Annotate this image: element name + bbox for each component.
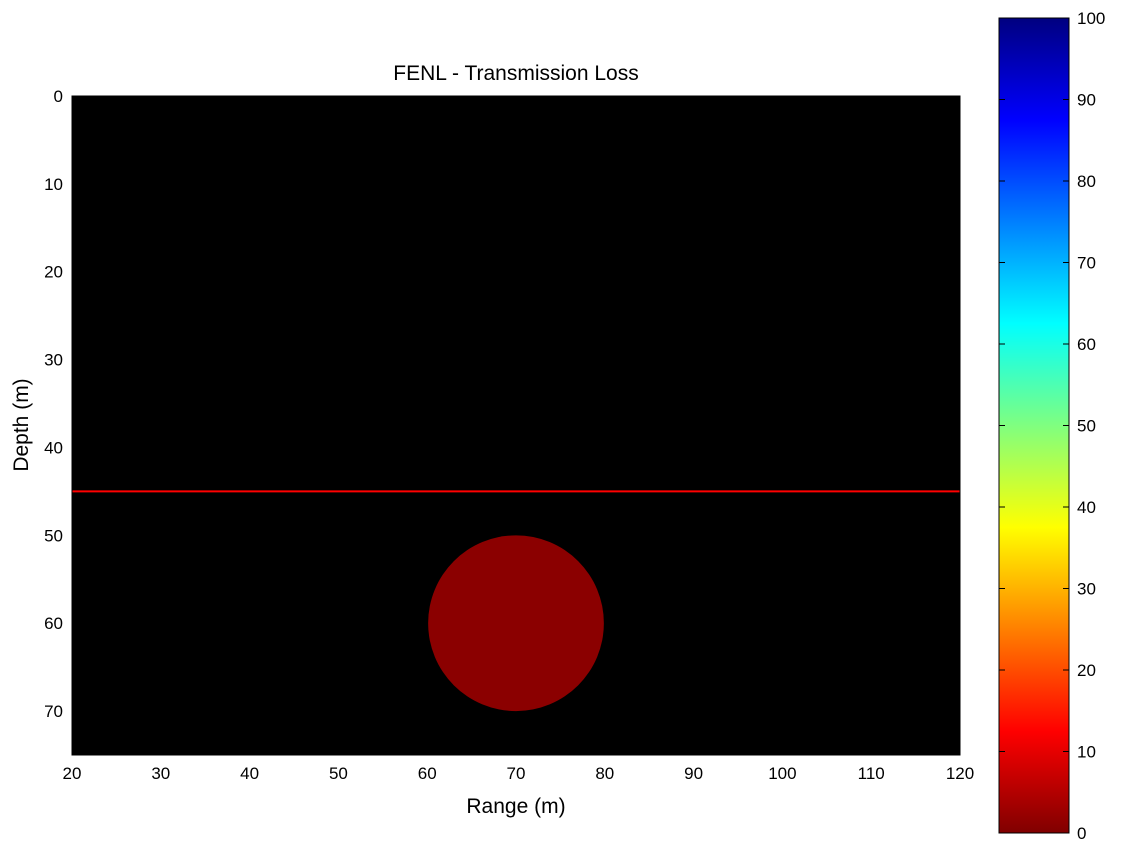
colorbar-ticks: 0 10 20 30 40 50 60 70 80 90 100 bbox=[999, 9, 1105, 843]
colorbar-tick-label: 0 bbox=[1077, 824, 1086, 843]
y-axis-ticks: 0 10 20 30 40 50 60 70 bbox=[44, 87, 960, 721]
x-axis-ticks: 20 30 40 50 60 70 80 90 100 110 120 bbox=[63, 96, 974, 783]
colorbar-tick-label: 100 bbox=[1077, 9, 1105, 28]
colorbar-tick-label: 20 bbox=[1077, 661, 1096, 680]
x-tick-label: 90 bbox=[684, 764, 703, 783]
colorbar-gradient bbox=[999, 18, 1069, 833]
x-tick-label: 40 bbox=[240, 764, 259, 783]
x-tick-label: 50 bbox=[329, 764, 348, 783]
x-tick-label: 80 bbox=[595, 764, 614, 783]
colorbar: 0 10 20 30 40 50 60 70 80 90 100 bbox=[998, 9, 1105, 843]
target-circle bbox=[428, 535, 604, 712]
x-tick-label: 60 bbox=[418, 764, 437, 783]
x-tick-label: 100 bbox=[768, 764, 796, 783]
y-tick-label: 50 bbox=[44, 526, 63, 545]
x-tick-label: 120 bbox=[946, 764, 974, 783]
colorbar-tick-label: 70 bbox=[1077, 254, 1096, 273]
y-tick-label: 70 bbox=[44, 702, 63, 721]
y-axis-label: Depth (m) bbox=[10, 378, 33, 471]
colorbar-tick-label: 50 bbox=[1077, 417, 1096, 436]
colorbar-tick-label: 30 bbox=[1077, 580, 1096, 599]
y-tick-label: 60 bbox=[44, 614, 63, 633]
colorbar-tick-label: 10 bbox=[1077, 743, 1096, 762]
colorbar-tick-label: 80 bbox=[1077, 172, 1096, 191]
colorbar-tick-label: 60 bbox=[1077, 335, 1096, 354]
y-tick-label: 0 bbox=[54, 87, 63, 106]
x-tick-label: 20 bbox=[63, 764, 82, 783]
x-tick-label: 110 bbox=[858, 764, 885, 783]
plot-area bbox=[71, 95, 961, 756]
colorbar-tick-label: 90 bbox=[1077, 91, 1096, 110]
chart-title: FENL - Transmission Loss bbox=[393, 62, 638, 85]
y-tick-label: 20 bbox=[44, 263, 63, 282]
x-axis-label: Range (m) bbox=[466, 795, 565, 818]
colorbar-tick-label: 40 bbox=[1077, 498, 1096, 517]
x-tick-label: 30 bbox=[151, 764, 170, 783]
y-tick-label: 10 bbox=[44, 175, 63, 194]
x-tick-label: 70 bbox=[507, 764, 526, 783]
y-tick-label: 40 bbox=[44, 438, 63, 457]
y-tick-label: 30 bbox=[44, 351, 63, 370]
